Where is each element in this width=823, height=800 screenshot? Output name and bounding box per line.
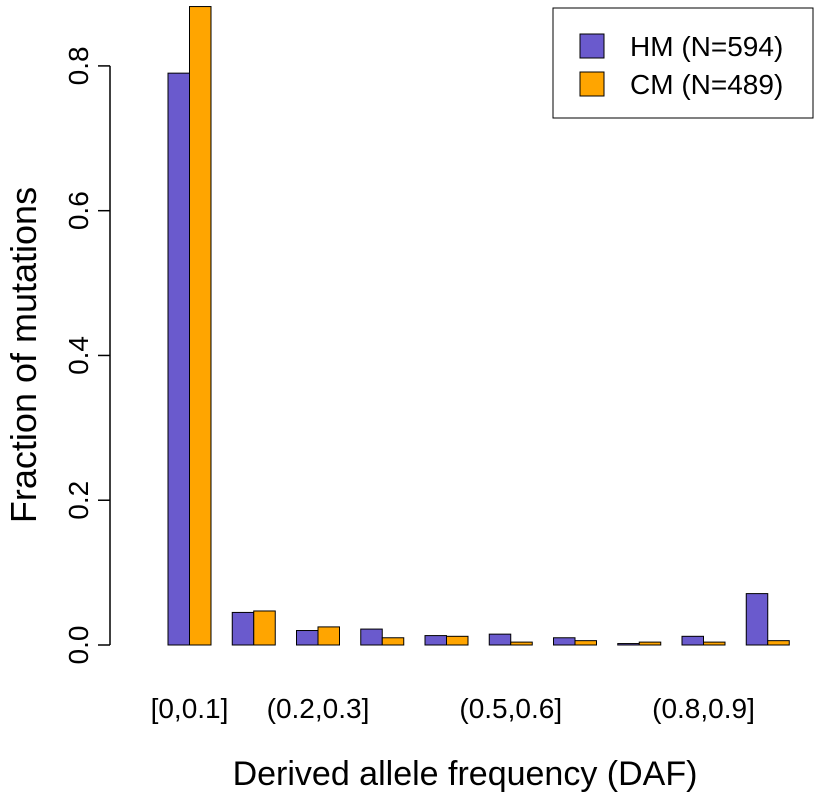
bar-hm [167, 72, 190, 646]
bar-cm [574, 640, 597, 646]
bar-hm [488, 633, 512, 646]
bar-hm [360, 628, 383, 646]
y-tick-label: 0.6 [63, 191, 94, 230]
bar-cm [189, 6, 212, 646]
x-tick-labels: [0,0.1] (0.2,0.3] (0.5,0.6] (0.8,0.9] [151, 693, 755, 724]
legend-label-hm: HM (N=594) [630, 31, 783, 62]
y-tick-label: 0.2 [63, 481, 94, 520]
y-tick-label: 0.4 [63, 336, 94, 375]
bar-cm [510, 641, 533, 646]
bars [167, 6, 790, 646]
bar-hm [681, 635, 704, 646]
bar-cm [317, 626, 340, 646]
legend-swatch-hm [579, 33, 605, 59]
x-tick-label: (0.2,0.3] [267, 693, 370, 724]
y-axis: 0.0 0.2 0.4 0.6 0.8 [63, 46, 111, 665]
x-tick-label: (0.5,0.6] [459, 693, 562, 724]
y-axis-label: Fraction of mutations [3, 187, 44, 523]
y-tick-label: 0.8 [63, 46, 94, 85]
bar-hm [231, 611, 255, 646]
x-axis-label: Derived allele frequency (DAF) [233, 755, 698, 793]
bar-hm [296, 630, 319, 646]
legend: HM (N=594) CM (N=489) [552, 7, 814, 119]
bar-cm [446, 635, 469, 646]
x-tick-label: (0.8,0.9] [652, 693, 755, 724]
bar-cm [767, 640, 790, 646]
bar-hm [553, 637, 576, 646]
bar-hm [617, 643, 640, 646]
bar-cm [253, 610, 276, 646]
legend-label-cm: CM (N=489) [630, 69, 783, 100]
legend-swatch-cm [579, 71, 605, 97]
y-tick-label: 0.0 [63, 626, 94, 665]
x-tick-label: [0,0.1] [151, 693, 229, 724]
legend-box [552, 7, 814, 119]
bar-cm [381, 637, 405, 646]
bar-hm [424, 635, 447, 646]
bar-cm [638, 641, 662, 646]
bar-cm [703, 641, 726, 646]
bar-hm [745, 593, 769, 646]
